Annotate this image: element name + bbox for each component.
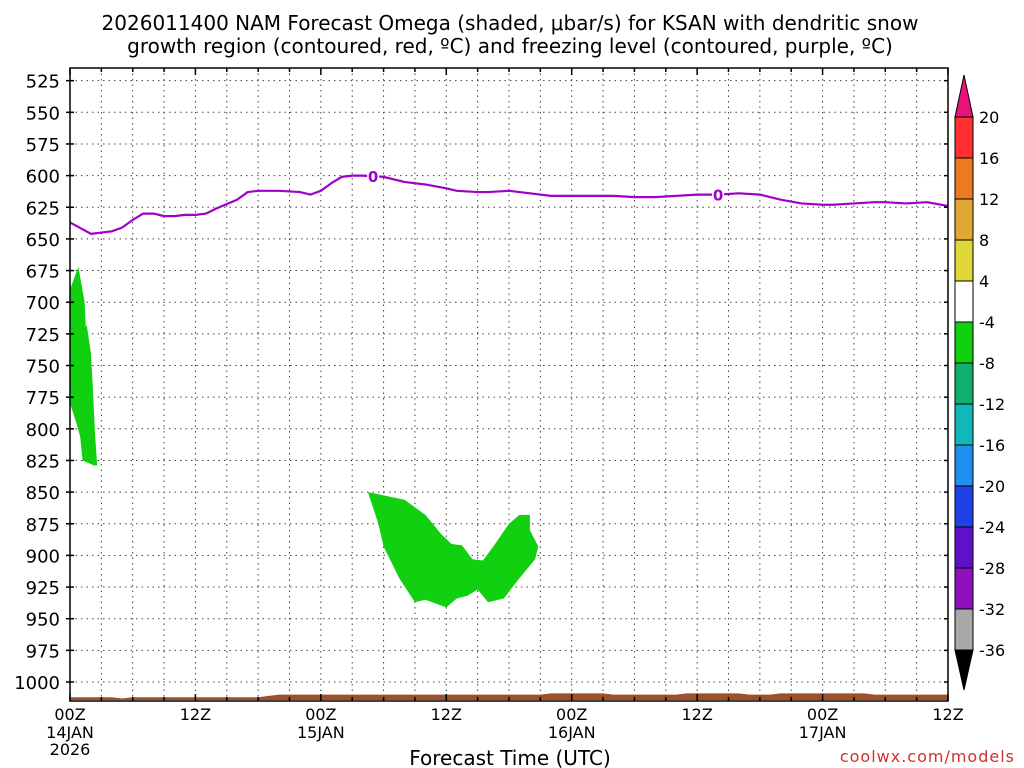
- x-tick-label: 12Z: [681, 705, 712, 724]
- contour-label: 0: [368, 168, 378, 186]
- x-tick-label: 00Z: [807, 705, 838, 724]
- x-tick-year-label: 2026: [50, 740, 91, 759]
- colorbar-swatch: [954, 157, 974, 200]
- y-tick-label: 800: [26, 420, 60, 441]
- chart-title-line-2: growth region (contoured, red, ºC) and f…: [127, 34, 893, 58]
- y-tick-label: 900: [26, 546, 60, 567]
- x-tick-label: 12Z: [180, 705, 211, 724]
- freezing-level-line: [69, 174, 949, 235]
- y-tick-label: 825: [26, 451, 60, 472]
- colorbar-label: 4: [979, 272, 989, 291]
- colorbar-swatch: [954, 116, 974, 159]
- x-tick-label: 00Z: [305, 705, 336, 724]
- contour-label: 0: [713, 187, 723, 205]
- contour-label-bg: [712, 186, 725, 203]
- colorbar-swatch: [954, 280, 974, 323]
- y-tick-label: 575: [26, 135, 60, 156]
- colorbar-swatch: [954, 198, 974, 241]
- y-tick-label: 625: [26, 198, 60, 219]
- colorbar-swatch: [954, 403, 974, 446]
- colorbar-label: -16: [979, 436, 1005, 455]
- colorbar-label: -32: [979, 600, 1005, 619]
- colorbar-label: -20: [979, 477, 1005, 496]
- colorbar-label: -4: [979, 313, 995, 332]
- x-tick-label: 00Z: [54, 705, 85, 724]
- colorbar-label: 16: [979, 149, 999, 168]
- colorbar-label: -28: [979, 559, 1005, 578]
- colorbar-label: -12: [979, 395, 1005, 414]
- omega-region: [76, 324, 98, 466]
- y-tick-label: 950: [26, 610, 60, 631]
- y-tick-label: 875: [26, 515, 60, 536]
- freezing-level-layer: 00: [69, 168, 949, 235]
- grid-layer: [70, 68, 948, 701]
- y-tick-label: 600: [26, 167, 60, 188]
- colorbar-swatch: [954, 444, 974, 487]
- colorbar-label: 20: [979, 108, 999, 127]
- y-tick-label: 700: [26, 293, 60, 314]
- chart-title-line-1: 2026011400 NAM Forecast Omega (shaded, μ…: [102, 11, 919, 35]
- y-tick-label: 550: [26, 103, 60, 124]
- x-tick-label: 12Z: [932, 705, 963, 724]
- credit-label: coolwx.com/models: [840, 747, 1015, 766]
- x-tick-date-label: 14JAN: [46, 723, 94, 742]
- colorbar-swatch: [954, 239, 974, 282]
- x-tick-date-label: 15JAN: [297, 723, 345, 742]
- x-tick-date-label: 17JAN: [799, 723, 847, 742]
- y-tick-label: 975: [26, 641, 60, 662]
- colorbar-label: 12: [979, 190, 999, 209]
- colorbar-swatch: [954, 526, 974, 569]
- colorbar-swatch: [954, 567, 974, 610]
- colorbar-label: 8: [979, 231, 989, 250]
- colorbar: 20 16 12 8 4 -4 -8 -12 -16 -20 -24 -28 -32 -36: [954, 74, 1005, 691]
- y-tick-label: 850: [26, 483, 60, 504]
- contour-label-bg: [367, 168, 380, 185]
- colorbar-top-arrow: [954, 74, 974, 118]
- colorbar-swatch: [954, 362, 974, 405]
- colorbar-bottom-arrow: [954, 649, 974, 691]
- omega-region: [367, 492, 539, 608]
- y-axis: 525 550 575 600 625 650 675 700 725 750 775 800 825 8…: [14, 72, 948, 694]
- y-tick-label: 525: [26, 72, 60, 93]
- colorbar-swatch: [954, 321, 974, 364]
- colorbar-label: -24: [979, 518, 1005, 537]
- colorbar-swatch: [954, 608, 974, 651]
- x-tick-label: 00Z: [556, 705, 587, 724]
- omega-layer: [70, 266, 539, 608]
- plot-area: 00 5255505756006256506757007257507758008…: [14, 67, 964, 759]
- x-axis-label: Forecast Time (UTC): [409, 746, 611, 768]
- colorbar-label: -8: [979, 354, 995, 373]
- y-tick-label: 750: [26, 357, 60, 378]
- y-tick-label: 775: [26, 388, 60, 409]
- colorbar-label: -36: [979, 641, 1005, 660]
- y-tick-label: 925: [26, 578, 60, 599]
- y-tick-label: 725: [26, 325, 60, 346]
- colorbar-swatch: [954, 485, 974, 528]
- y-tick-label: 675: [26, 262, 60, 283]
- y-tick-label: 1000: [14, 673, 60, 694]
- x-tick-label: 12Z: [431, 705, 462, 724]
- x-tick-date-label: 16JAN: [548, 723, 596, 742]
- y-tick-label: 650: [26, 230, 60, 251]
